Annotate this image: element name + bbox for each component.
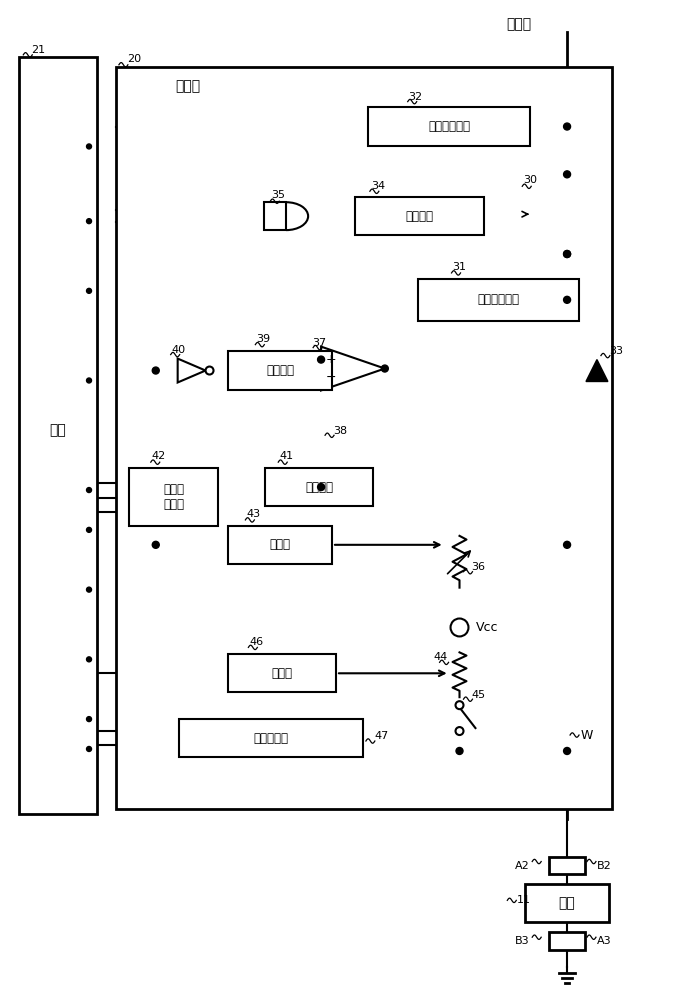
Circle shape [564,296,571,303]
Bar [549,932,585,950]
Text: 44: 44 [433,652,447,662]
Circle shape [318,356,324,363]
Circle shape [152,541,159,548]
Circle shape [86,527,92,532]
Bar [265,468,373,506]
Text: 34: 34 [371,181,385,191]
Circle shape [564,171,571,178]
Circle shape [564,123,571,130]
Text: 控制机: 控制机 [175,80,201,94]
Bar [228,351,332,390]
Circle shape [86,587,92,592]
Text: 温度推定部: 温度推定部 [253,732,288,745]
Circle shape [86,746,92,751]
Text: 驱动电路: 驱动电路 [406,210,434,223]
Polygon shape [177,359,205,382]
Circle shape [456,747,463,754]
Text: B2: B2 [597,861,612,871]
Text: 11: 11 [517,895,531,905]
Text: 39: 39 [256,334,271,344]
Circle shape [86,488,92,493]
Text: 21: 21 [31,45,46,55]
Text: Vcc: Vcc [475,621,498,634]
Text: B3: B3 [515,936,529,946]
Circle shape [152,367,159,374]
Text: 37: 37 [312,338,326,348]
Text: 锁存电路: 锁存电路 [267,364,294,377]
Bar [228,526,332,564]
Circle shape [205,367,214,375]
Text: 43: 43 [246,509,260,519]
Text: 46: 46 [250,637,263,647]
Text: 42: 42 [152,451,166,461]
Text: 33: 33 [609,346,623,356]
Circle shape [86,219,92,224]
Text: 31: 31 [452,262,466,272]
Circle shape [86,144,92,149]
Bar [525,884,609,922]
Bar [418,279,579,321]
Circle shape [86,378,92,383]
Text: 32: 32 [409,92,423,102]
Text: 切换部: 切换部 [272,667,292,680]
Text: 蓄电池: 蓄电池 [507,17,532,31]
Text: 20: 20 [127,54,141,64]
Text: 30: 30 [523,175,537,185]
Circle shape [564,251,571,257]
Bar [368,107,530,146]
Text: A3: A3 [597,936,611,946]
Bar [228,654,336,692]
Polygon shape [586,360,608,381]
Bar [116,67,612,809]
Text: 47: 47 [375,731,389,741]
Text: 45: 45 [471,690,486,700]
Circle shape [86,717,92,722]
Text: 38: 38 [333,426,347,436]
Text: 负载: 负载 [559,896,575,910]
Bar [355,197,484,235]
Text: 电流输出电路: 电流输出电路 [477,293,520,306]
Bar [549,857,585,874]
Bar [129,468,218,526]
Text: A2: A2 [515,861,529,871]
Circle shape [451,619,469,636]
Text: 电压检测电路: 电压检测电路 [428,120,470,133]
Circle shape [564,251,571,257]
Circle shape [456,701,464,709]
Bar [19,57,97,814]
Text: 微机: 微机 [50,423,67,437]
Polygon shape [265,202,286,230]
Circle shape [456,727,464,735]
Text: 35: 35 [271,190,285,200]
Polygon shape [321,347,385,390]
Text: W: W [581,729,594,742]
Text: 36: 36 [471,562,486,572]
Circle shape [318,484,324,491]
Text: 41: 41 [279,451,293,461]
Text: 波形值
检测部: 波形值 检测部 [163,483,184,511]
Text: 40: 40 [171,345,186,355]
Circle shape [86,657,92,662]
Circle shape [564,747,571,754]
Circle shape [86,288,92,293]
Circle shape [381,365,388,372]
Text: 滤波电路: 滤波电路 [305,481,333,494]
Text: 调整部: 调整部 [270,538,291,551]
Bar [179,719,363,757]
Text: −: − [326,371,337,384]
Text: +: + [326,353,337,366]
Circle shape [564,541,571,548]
